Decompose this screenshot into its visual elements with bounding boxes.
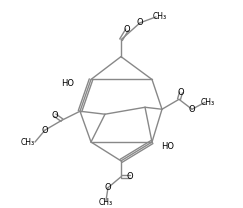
- Text: CH₃: CH₃: [21, 137, 35, 146]
- Text: HO: HO: [61, 79, 74, 88]
- Text: O: O: [137, 18, 143, 27]
- Text: CH₃: CH₃: [99, 198, 113, 207]
- Text: O: O: [178, 88, 184, 97]
- Text: O: O: [42, 126, 48, 135]
- Text: O: O: [127, 172, 133, 181]
- Text: CH₃: CH₃: [153, 12, 167, 21]
- Text: O: O: [189, 105, 195, 114]
- Text: HO: HO: [161, 142, 174, 151]
- Text: O: O: [105, 183, 111, 192]
- Text: CH₃: CH₃: [201, 98, 215, 107]
- Text: O: O: [52, 111, 58, 120]
- Text: O: O: [124, 25, 130, 34]
